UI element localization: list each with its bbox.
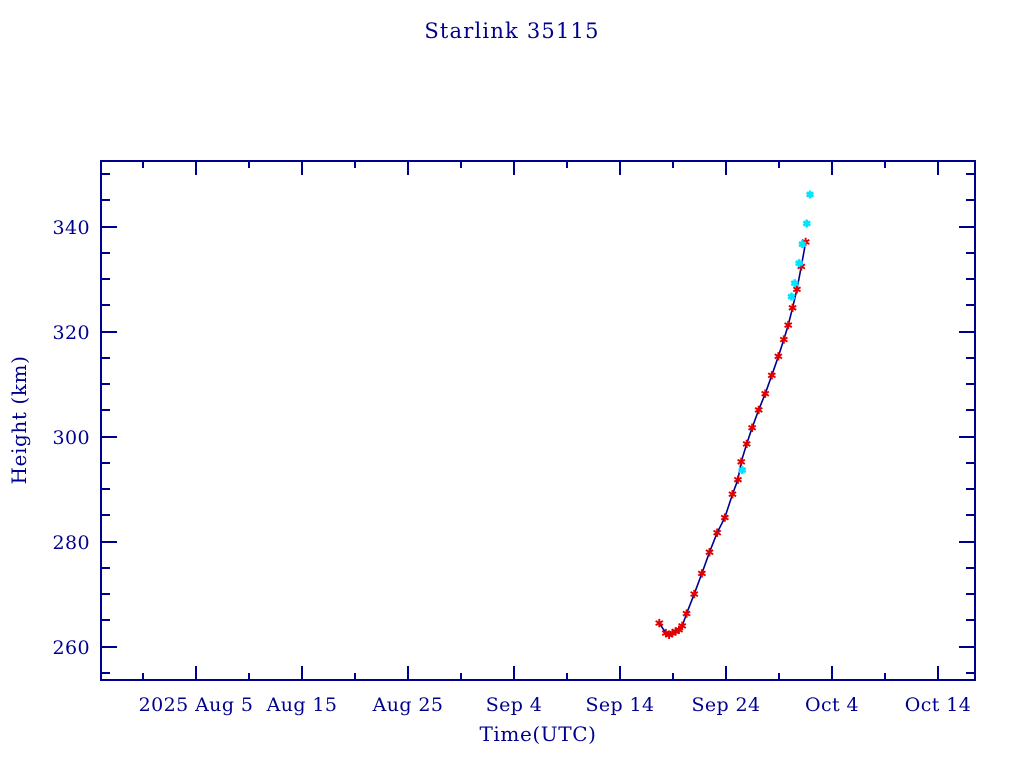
data-point-marker-secondary xyxy=(798,240,807,249)
y-tick-label: 300 xyxy=(53,427,90,449)
x-tick-label: Oct 4 xyxy=(805,694,859,716)
data-point-marker xyxy=(784,320,793,330)
data-point-marker xyxy=(728,489,737,499)
data-point-marker xyxy=(788,303,797,312)
data-point-marker xyxy=(713,528,722,537)
y-axis-major-ticks xyxy=(101,226,975,648)
data-point-marker xyxy=(720,513,729,522)
data-point-marker-secondary xyxy=(805,190,815,199)
data-point-marker xyxy=(678,621,687,631)
data-point-marker xyxy=(737,457,746,466)
x-axis-major-ticks xyxy=(195,161,939,680)
y-tick-label: 260 xyxy=(53,637,90,659)
data-point-marker-secondary xyxy=(794,259,804,268)
x-tick-label: 2025 Aug 5 xyxy=(139,694,254,716)
x-tick-label: Aug 15 xyxy=(266,694,338,716)
x-tick-label: Oct 14 xyxy=(905,694,971,716)
data-point-marker-secondary xyxy=(738,466,747,475)
y-tick-labels: 260 280 300 320 340 xyxy=(53,217,90,659)
x-tick-label: Sep 24 xyxy=(691,694,760,716)
y-axis-label: Height (km) xyxy=(7,355,31,484)
y-tick-label: 340 xyxy=(53,217,90,239)
data-point-marker-secondary xyxy=(790,279,799,288)
data-point-marker-secondary xyxy=(802,219,811,228)
data-point-marker xyxy=(682,609,691,618)
data-point-marker xyxy=(767,371,776,380)
data-point-marker-secondary xyxy=(787,292,796,301)
x-tick-label: Sep 4 xyxy=(486,694,543,716)
x-axis-label: Time(UTC) xyxy=(479,722,596,746)
data-point-marker xyxy=(774,352,783,361)
x-tick-label: Sep 14 xyxy=(585,694,654,716)
plot-frame xyxy=(100,160,976,681)
data-point-marker xyxy=(761,389,770,398)
data-point-marker xyxy=(748,423,757,432)
x-axis-minor-ticks xyxy=(142,161,886,680)
data-markers-cyan xyxy=(738,190,815,475)
chart-title: Starlink 35115 xyxy=(424,19,599,43)
data-point-marker xyxy=(754,405,763,415)
data-point-marker xyxy=(705,548,714,557)
y-tick-label: 280 xyxy=(53,532,90,554)
data-point-marker xyxy=(742,439,751,449)
data-point-marker xyxy=(779,335,788,344)
y-axis-minor-ticks xyxy=(101,173,975,674)
data-point-marker xyxy=(655,618,664,628)
data-point-marker xyxy=(733,475,743,484)
data-point-marker xyxy=(690,589,699,599)
x-tick-label: Aug 25 xyxy=(372,694,444,716)
x-tick-labels: 2025 Aug 5 Aug 15 Aug 25 Sep 4 Sep 14 Se… xyxy=(139,694,971,716)
data-point-marker xyxy=(792,285,802,294)
data-point-marker xyxy=(697,569,706,578)
y-tick-label: 320 xyxy=(53,322,90,344)
